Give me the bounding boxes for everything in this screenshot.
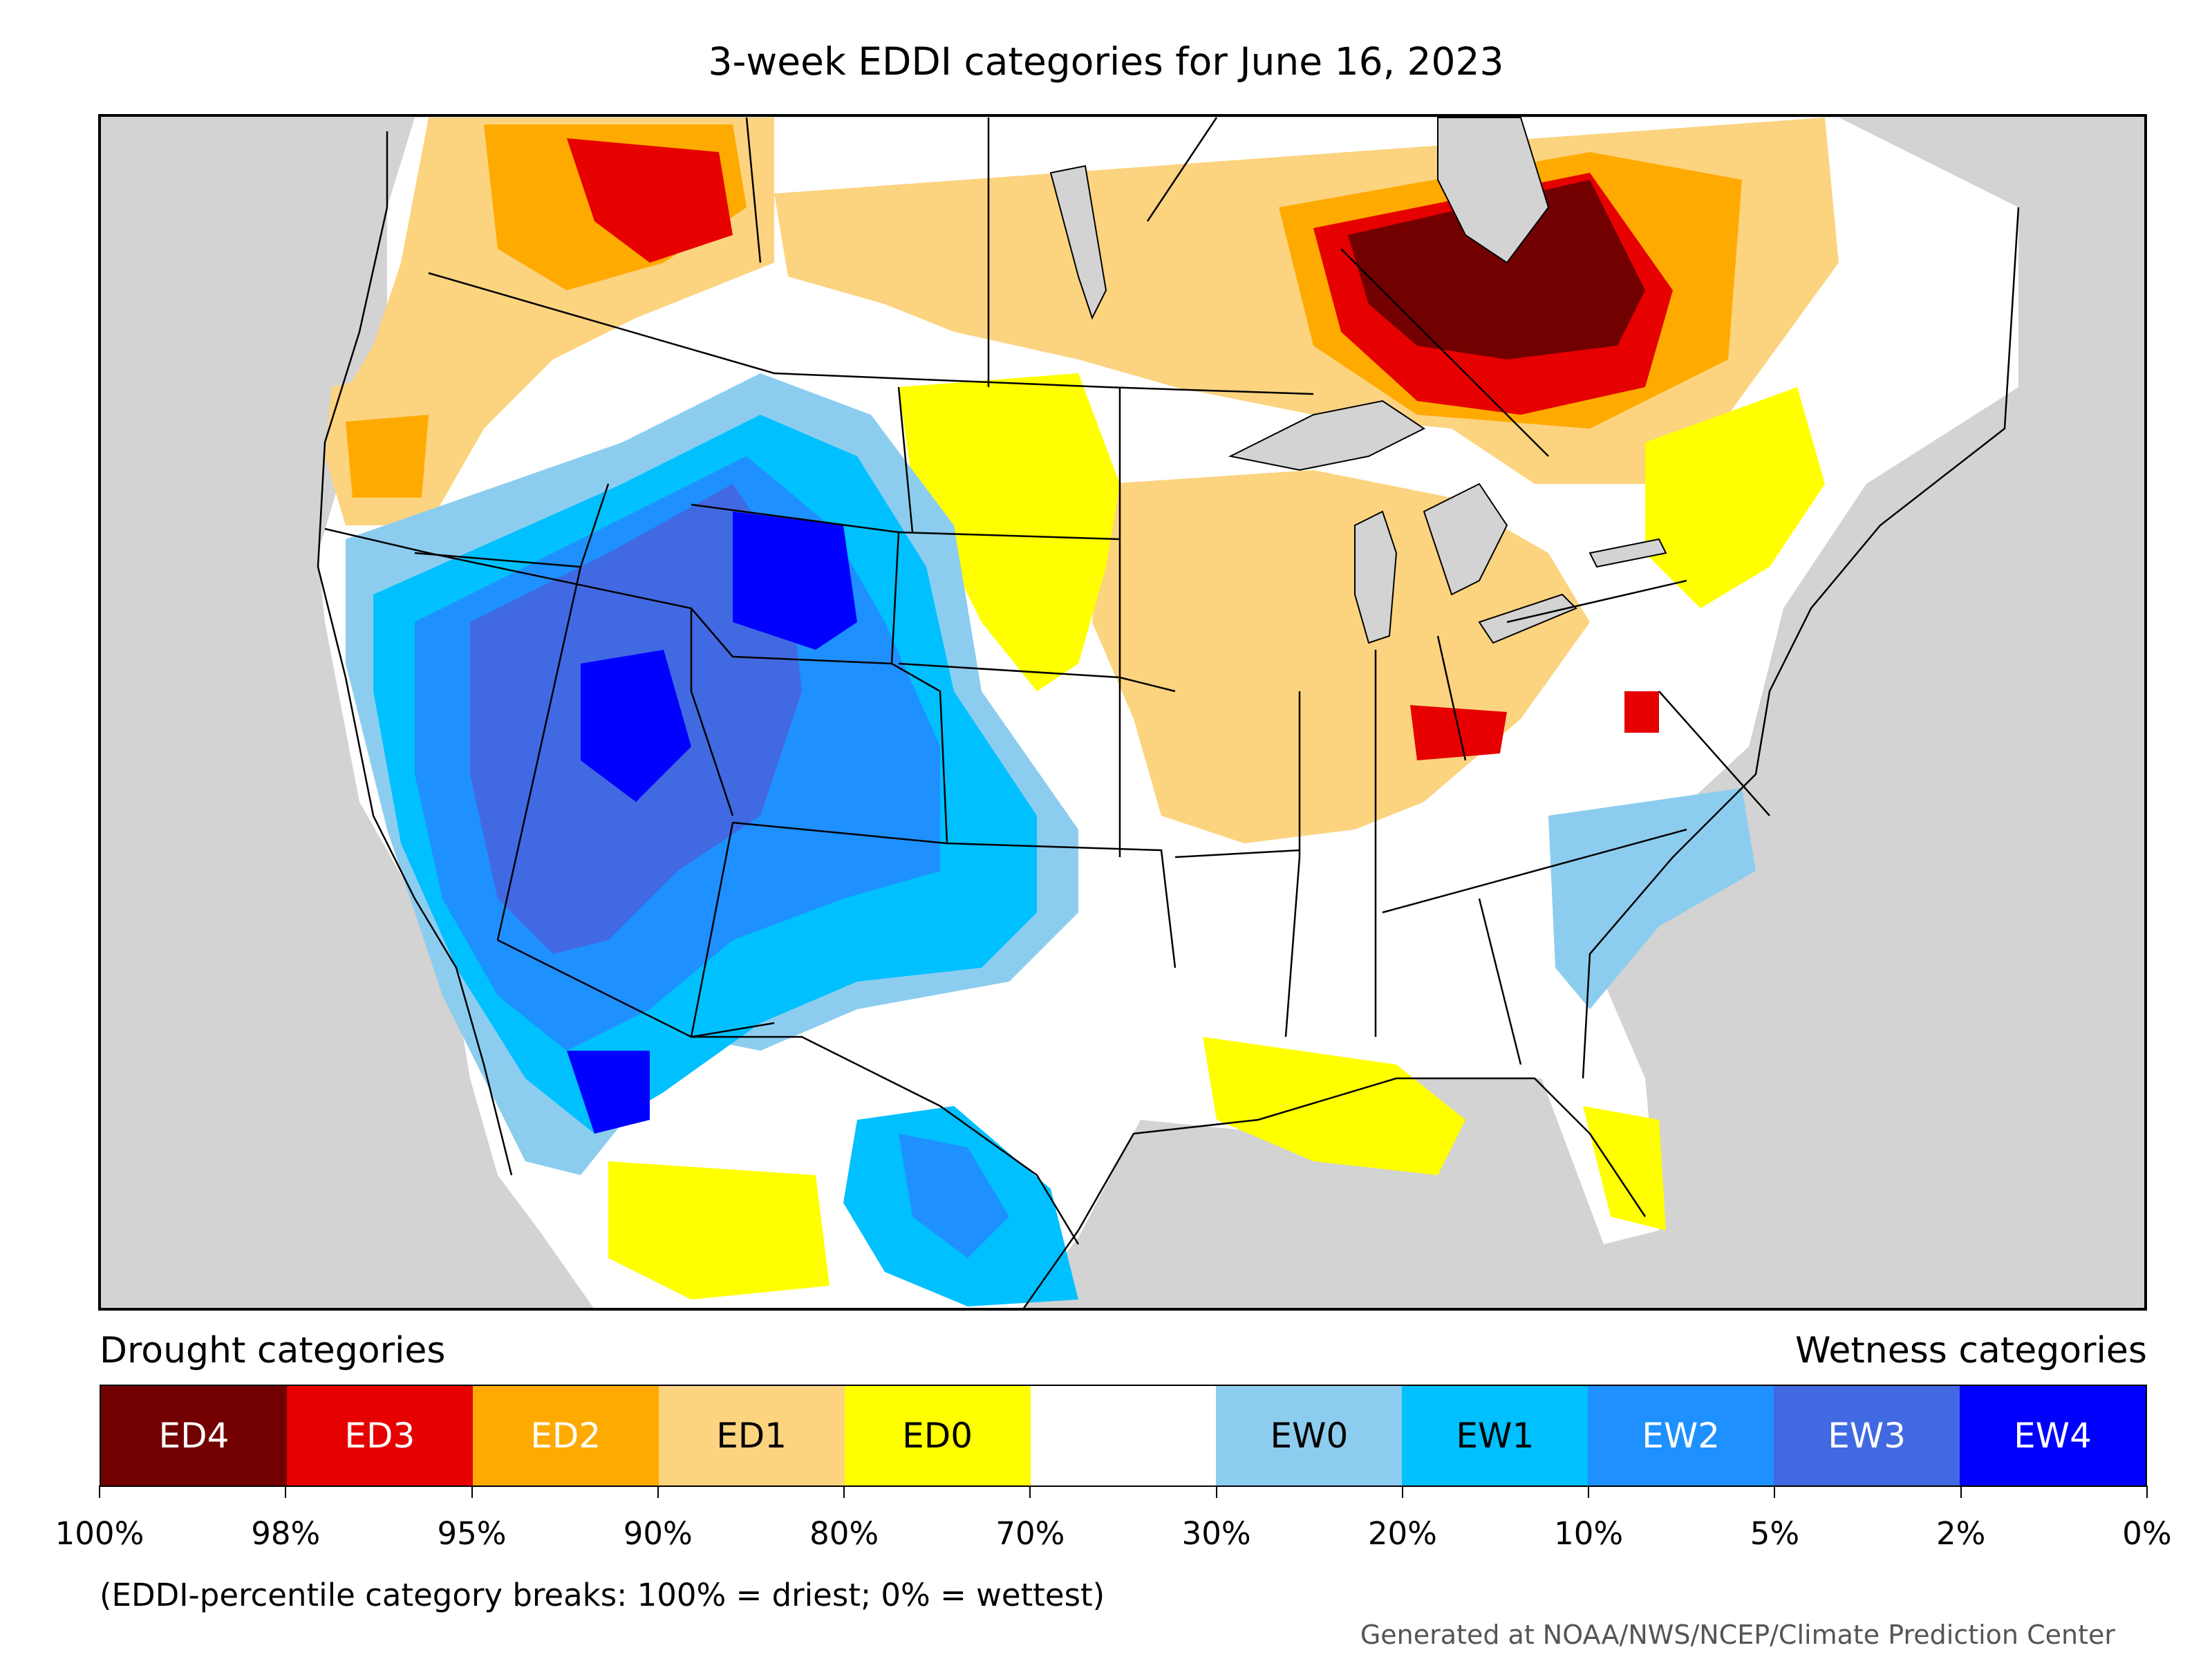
legend-tick-label: 100% [55,1515,144,1552]
legend-tick [471,1485,473,1498]
legend-tick-label: 20% [1367,1515,1437,1552]
legend-tick [99,1485,100,1498]
ed3-virginia [1624,691,1659,733]
ed0-south-mexico [608,1161,830,1300]
ew4-wyoming [733,512,857,650]
legend-tick-label: 80% [809,1515,879,1552]
legend-tick-label: 5% [1750,1515,1800,1552]
legend-cell-ew3: EW3 [1774,1386,1960,1485]
legend-cell-ed4: ED4 [101,1386,287,1485]
ed2-oregon [346,415,429,498]
ed3-canada-west [567,138,733,263]
lake-erie [1478,593,1577,644]
legend-cell-ed1: ED1 [658,1386,845,1485]
legend-tick [285,1485,287,1498]
lake-winnipeg [1049,165,1107,320]
ed0-florida [1583,1106,1666,1230]
west-coastline [317,131,513,1176]
legend-tick [843,1485,845,1498]
legend-cell-ew4: EW4 [1960,1386,2146,1485]
ed0-plains-region [899,373,1120,691]
ed0-southeast-region [1203,1037,1465,1175]
category-legend-bar: ED4 ED3 ED2 ED1 ED0 EW0 EW1 EW2 EW3 EW4 [100,1385,2147,1487]
legend-tick [1960,1485,1962,1498]
ew4-sonora [567,1051,650,1134]
drought-categories-heading: Drought categories [100,1330,446,1371]
legend-tick [1774,1485,1776,1498]
map-frame [98,114,2147,1311]
lake-superior [1228,400,1425,471]
legend-tick-label: 98% [251,1515,321,1552]
lake-huron [1423,482,1508,596]
legend-tick-label: 70% [995,1515,1065,1552]
legend-tick-label: 90% [623,1515,693,1552]
legend-cell-ed2: ED2 [472,1386,659,1485]
legend-tick-label: 0% [2122,1515,2172,1552]
legend-tick-label: 2% [1936,1515,1986,1552]
legend-tick [657,1485,659,1498]
legend-tick [2146,1485,2148,1498]
lake-michigan [1354,510,1398,644]
legend-tick-label: 95% [437,1515,507,1552]
legend-tick-label: 10% [1554,1515,1624,1552]
credit-line: Generated at NOAA/NWS/NCEP/Climate Predi… [1360,1620,2115,1650]
legend-tick [1215,1485,1217,1498]
east-coastline [1582,207,2020,1079]
legend-cell-ed3: ED3 [286,1386,473,1485]
legend-cell-ew2: EW2 [1588,1386,1774,1485]
legend-tick [1588,1485,1590,1498]
category-breaks-note: (EDDI-percentile category breaks: 100% =… [100,1577,1105,1613]
wetness-categories-heading: Wetness categories [1795,1330,2147,1371]
state-borders [324,117,1770,1245]
hudson-bay [1437,117,1550,264]
legend-tick [1401,1485,1403,1498]
ew2-texas [899,1134,1009,1258]
ed0-northeast-region [1645,387,1825,608]
ed4-canada-central [1348,180,1645,359]
legend-cell-ew0: EW0 [1216,1386,1403,1485]
legend-cell-neutral [1030,1386,1217,1485]
legend-tick [1029,1485,1031,1498]
legend-cell-ed0: ED0 [844,1386,1031,1485]
legend-tick-label: 30% [1181,1515,1251,1552]
lake-ontario [1588,538,1667,568]
map-title: 3-week EDDI categories for June 16, 2023 [708,39,1504,84]
ew4-utah [581,650,691,802]
gulf-coastline [1022,1077,1647,1309]
ew0-carolinas [1548,788,1756,1009]
legend-cell-ew1: EW1 [1402,1386,1588,1485]
